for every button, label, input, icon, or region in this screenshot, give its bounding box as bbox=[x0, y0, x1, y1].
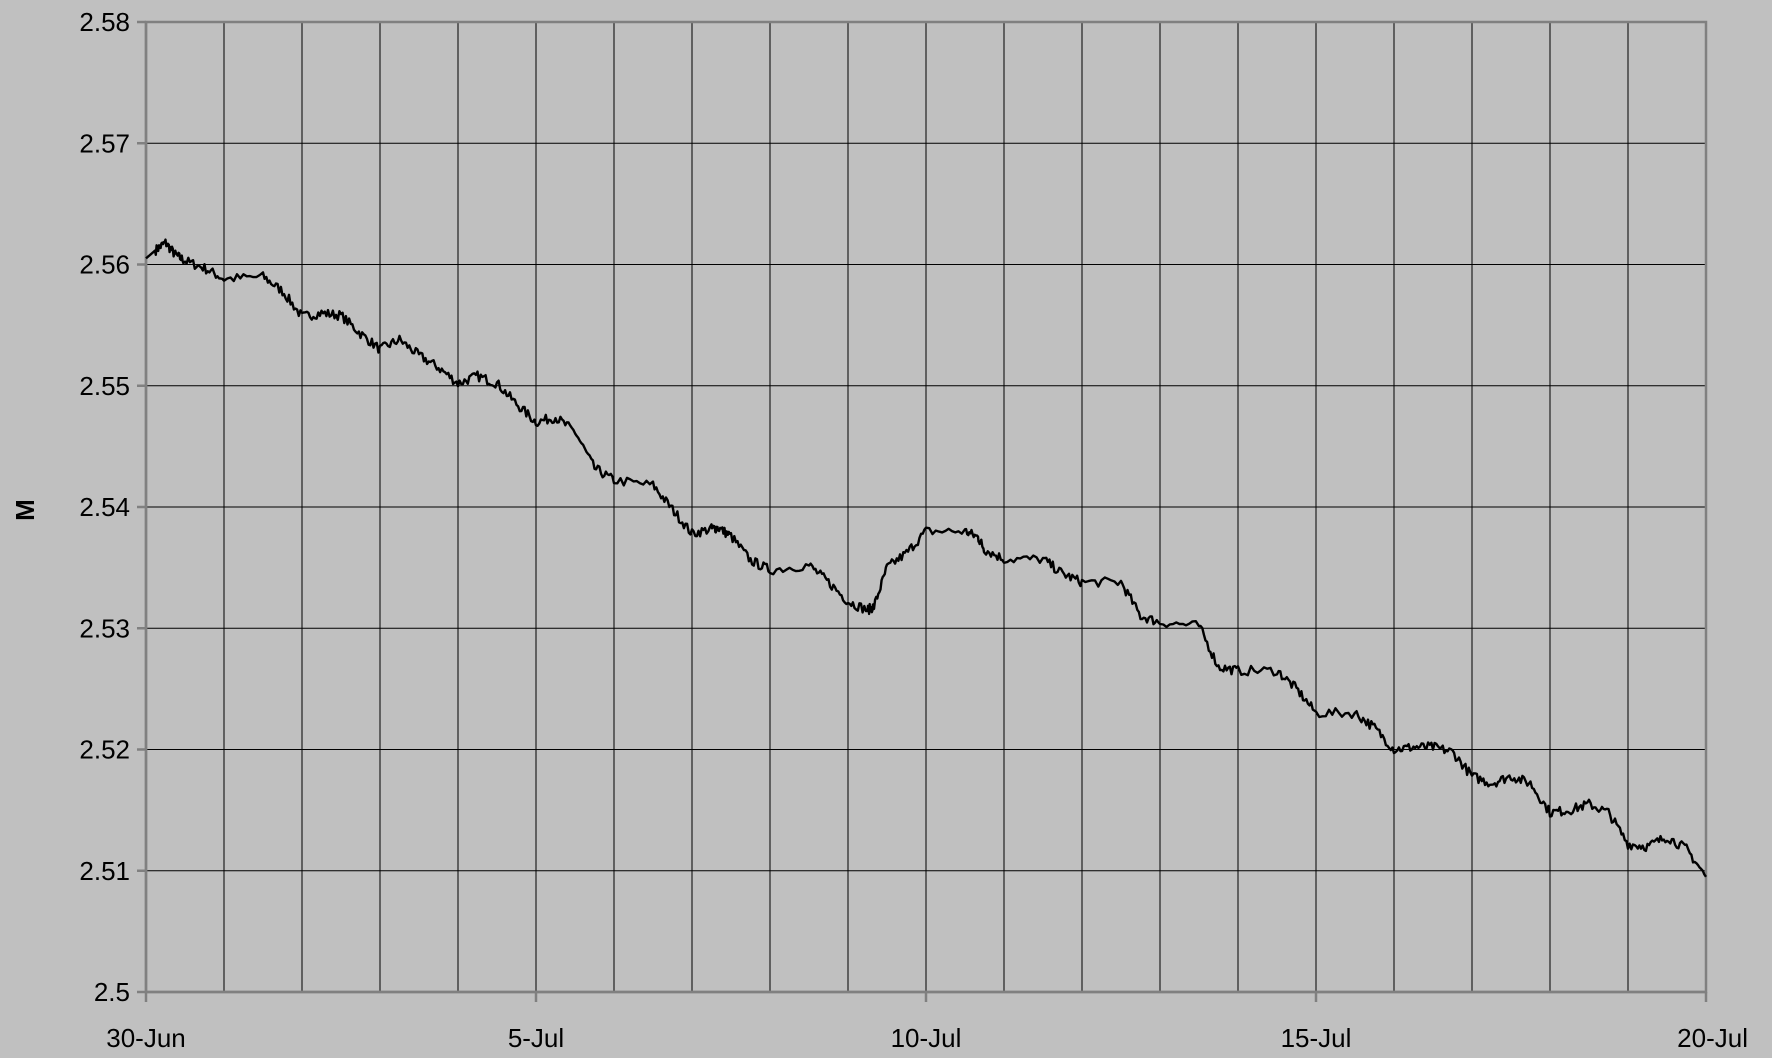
y-tick-label: 2.5 bbox=[94, 977, 130, 1007]
series-line bbox=[145, 238, 1707, 878]
y-tick-label: 2.54 bbox=[79, 492, 130, 522]
y-axis-title: M bbox=[10, 499, 40, 521]
x-axis-ticks bbox=[144, 992, 1708, 1002]
x-tick-label: 10-Jul bbox=[891, 1023, 962, 1053]
y-tick-label: 2.57 bbox=[79, 128, 130, 158]
horizontal-gridlines bbox=[146, 142, 1706, 872]
y-tick-labels: 2.5 2.51 2.52 2.53 2.54 2.55 2.56 2.57 2.58 bbox=[79, 7, 130, 1007]
x-tick-labels: 30-Jun 5-Jul 10-Jul 15-Jul 20-Jul bbox=[106, 1023, 1748, 1053]
x-tick-label: 5-Jul bbox=[508, 1023, 564, 1053]
y-tick-label: 2.52 bbox=[79, 735, 130, 765]
x-tick-label: 20-Jul bbox=[1677, 1023, 1748, 1053]
y-tick-label: 2.53 bbox=[79, 613, 130, 643]
x-tick-label: 30-Jun bbox=[106, 1023, 186, 1053]
y-axis-ticks bbox=[137, 20, 146, 994]
y-tick-label: 2.58 bbox=[79, 7, 130, 37]
x-tick-label: 15-Jul bbox=[1281, 1023, 1352, 1053]
y-tick-label: 2.51 bbox=[79, 856, 130, 886]
y-tick-label: 2.55 bbox=[79, 371, 130, 401]
y-tick-label: 2.56 bbox=[79, 250, 130, 280]
